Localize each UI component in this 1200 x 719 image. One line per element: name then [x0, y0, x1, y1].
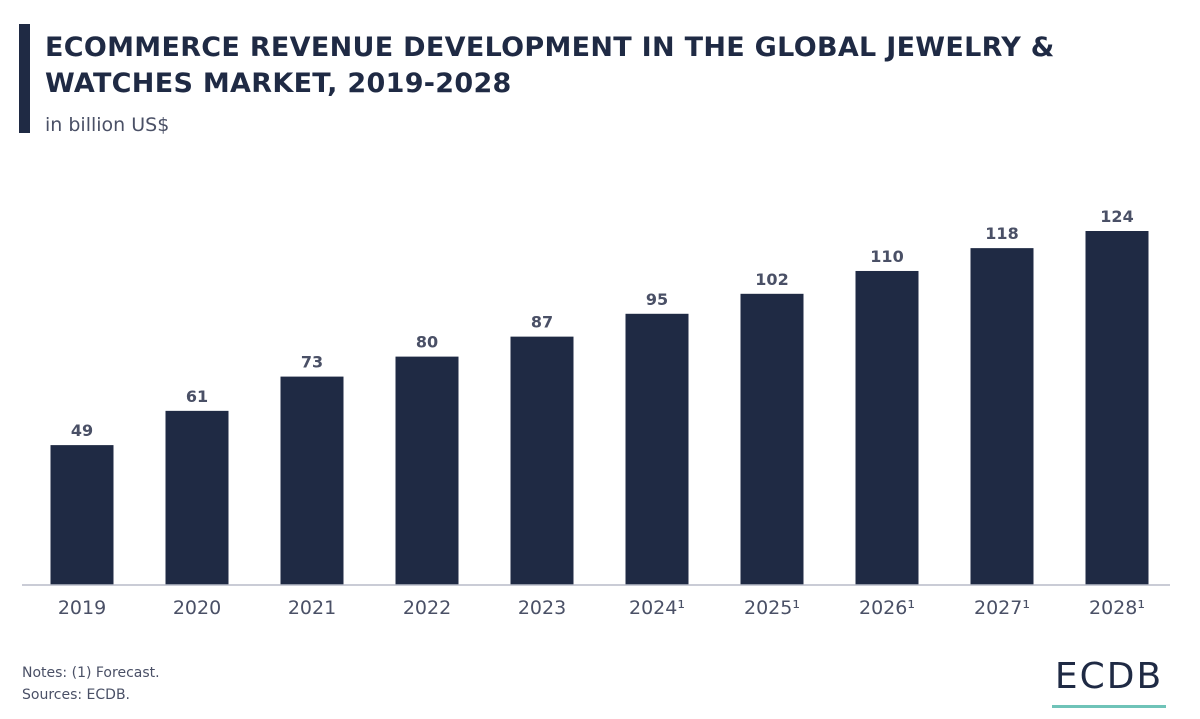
bar-value-label: 118: [985, 224, 1018, 243]
bars-layer: 49 2019 61 2020 73 2021 80 2022 87 2023 95 2024¹ 102…: [50, 207, 1149, 619]
footnotes: Notes: (1) Forecast. Sources: ECDB.: [22, 662, 160, 706]
bar-value-label: 73: [301, 353, 323, 372]
bar-7: [855, 270, 919, 585]
x-tick-label: 2023: [518, 597, 566, 619]
x-tick-label: 2027¹: [974, 597, 1030, 619]
chart-title: ECOMMERCE REVENUE DEVELOPMENT IN THE GLO…: [45, 32, 1055, 99]
bar-value-label: 102: [755, 270, 788, 289]
x-tick-label: 2028¹: [1089, 597, 1145, 619]
ecdb-logo: ECDB: [1054, 656, 1164, 697]
bar-1: [165, 410, 229, 585]
bar-5: [625, 313, 689, 585]
x-tick-label: 2026¹: [859, 597, 915, 619]
bar-4: [510, 336, 574, 585]
x-tick-label: 2025¹: [744, 597, 800, 619]
x-tick-label: 2021: [288, 597, 336, 619]
bar-value-label: 124: [1100, 207, 1133, 226]
bar-8: [970, 248, 1034, 585]
bar-value-label: 80: [416, 333, 438, 352]
bar-9: [1085, 231, 1149, 585]
bar-value-label: 95: [646, 290, 668, 309]
bar-value-label: 61: [186, 387, 208, 406]
x-tick-label: 2022: [403, 597, 451, 619]
chart-subtitle: in billion US$: [45, 114, 170, 136]
x-tick-label: 2019: [58, 597, 106, 619]
bar-value-label: 110: [870, 247, 903, 266]
bar-3: [395, 356, 459, 585]
bar-value-label: 87: [531, 313, 553, 332]
title-accent-bar: [19, 24, 30, 133]
sources-text: Sources: ECDB.: [22, 687, 131, 703]
bar-value-label: 49: [71, 421, 93, 440]
x-tick-label: 2024¹: [629, 597, 685, 619]
notes-text: Notes: (1) Forecast.: [22, 665, 160, 681]
bar-0: [50, 445, 114, 585]
bar-6: [740, 293, 804, 585]
logo-underline: [1052, 705, 1166, 708]
bar-2: [280, 376, 344, 585]
x-tick-label: 2020: [173, 597, 221, 619]
